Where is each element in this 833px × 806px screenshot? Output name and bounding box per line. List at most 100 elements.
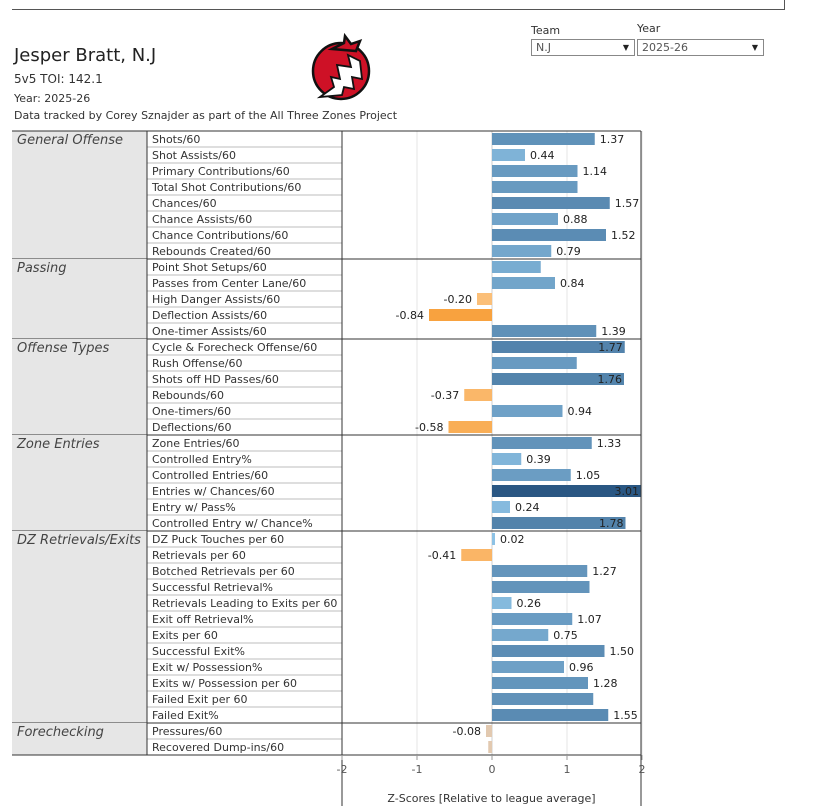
metric-label: Rebounds Created/60 <box>152 245 271 258</box>
data-label: 3.01 <box>615 485 640 498</box>
bar <box>492 517 626 529</box>
data-label: 0.88 <box>563 213 588 226</box>
data-label: -0.20 <box>444 293 472 306</box>
metric-label: Successful Retrieval% <box>152 581 273 594</box>
year-label: Year: 2025-26 <box>14 92 91 105</box>
metric-label: Chances/60 <box>152 197 217 210</box>
data-label: 1.14 <box>583 165 608 178</box>
data-label: 0.39 <box>526 453 551 466</box>
data-label: 1.33 <box>597 437 622 450</box>
table-lines-layer: General Offense Shots/60 Shot Assists/60 Pr… <box>12 130 642 806</box>
data-label: 1.05 <box>576 469 601 482</box>
metric-label: DZ Puck Touches per 60 <box>152 533 284 546</box>
metric-label: Passes from Center Lane/60 <box>152 277 306 290</box>
data-label: -0.41 <box>428 549 456 562</box>
metric-label: Exits per 60 <box>152 629 218 642</box>
data-label: 1.37 <box>600 133 625 146</box>
metric-label: One-timer Assists/60 <box>152 325 267 338</box>
year-dropdown-value: 2025-26 <box>642 41 688 54</box>
bar <box>492 149 525 161</box>
data-label: 1.78 <box>599 517 624 530</box>
data-label: 0.84 <box>560 277 585 290</box>
metric-label: Recovered Dump-ins/60 <box>152 741 284 754</box>
bar <box>492 597 512 609</box>
bar <box>492 469 571 481</box>
bar <box>492 485 641 497</box>
data-label: 1.27 <box>592 565 617 578</box>
metric-label: Pressures/60 <box>152 725 222 738</box>
metric-label: One-timers/60 <box>152 405 231 418</box>
bar <box>492 693 594 705</box>
group-header-bg <box>12 531 147 723</box>
group-header-label: Offense Types <box>17 341 110 356</box>
group-header-bg <box>12 339 147 435</box>
metric-label: Exit w/ Possession% <box>152 661 262 674</box>
metric-label: Primary Contributions/60 <box>152 165 290 178</box>
metric-label: Shots off HD Passes/60 <box>152 373 279 386</box>
bar <box>492 405 563 417</box>
bar <box>492 709 609 721</box>
year-dropdown[interactable]: 2025-26 ▼ <box>637 39 764 56</box>
metric-label: Controlled Entries/60 <box>152 469 268 482</box>
data-label: 1.52 <box>611 229 636 242</box>
metric-label: Successful Exit% <box>152 645 245 658</box>
top-border-corner <box>784 0 785 10</box>
team-filter-label: Team <box>531 24 561 37</box>
data-label: -0.08 <box>453 725 481 738</box>
metric-label: Retrievals per 60 <box>152 549 246 562</box>
group-header-bg <box>12 131 147 259</box>
metric-label: Failed Exit per 60 <box>152 693 248 706</box>
bar <box>492 133 595 145</box>
bar <box>448 421 492 433</box>
bar <box>492 645 605 657</box>
bar <box>492 581 590 593</box>
metric-label: Failed Exit% <box>152 709 219 722</box>
group-header-label: Passing <box>17 261 66 276</box>
metric-label: Chance Assists/60 <box>152 213 252 226</box>
metric-label: High Danger Assists/60 <box>152 293 280 306</box>
group-header-bg <box>12 435 147 531</box>
data-label: 0.02 <box>500 533 525 546</box>
data-label: 1.50 <box>610 645 635 658</box>
data-label: 1.76 <box>598 373 623 386</box>
metric-label: Deflection Assists/60 <box>152 309 267 322</box>
metric-label: Shots/60 <box>152 133 200 146</box>
data-label: -0.58 <box>415 421 443 434</box>
metric-label: Controlled Entry% <box>152 453 252 466</box>
data-label: 1.39 <box>601 325 626 338</box>
metric-label: Point Shot Setups/60 <box>152 261 267 274</box>
bar <box>492 165 578 177</box>
bar <box>492 197 610 209</box>
bar <box>492 533 495 545</box>
bar <box>461 549 492 561</box>
bar <box>492 677 588 689</box>
x-axis-title: Z-Scores [Relative to league average] <box>387 792 595 805</box>
team-dropdown[interactable]: N.J ▼ <box>531 39 635 56</box>
team-dropdown-value: N.J <box>536 41 551 54</box>
data-label: -0.84 <box>396 309 424 322</box>
group-header-label: DZ Retrievals/Exits <box>17 533 141 548</box>
metric-label: Retrievals Leading to Exits per 60 <box>152 597 337 610</box>
bar <box>492 453 522 465</box>
bar <box>492 229 606 241</box>
x-tick-label: -1 <box>412 763 423 776</box>
bar <box>492 341 625 353</box>
metric-label: Total Shot Contributions/60 <box>151 181 301 194</box>
x-tick-label: -2 <box>337 763 348 776</box>
data-label: 0.79 <box>556 245 581 258</box>
data-label: -0.37 <box>431 389 459 402</box>
data-label: 0.96 <box>569 661 594 674</box>
bar <box>429 309 492 321</box>
bar <box>492 261 541 273</box>
bar <box>492 501 510 513</box>
bar <box>492 325 597 337</box>
chevron-down-icon: ▼ <box>622 43 629 52</box>
x-tick-label: 0 <box>489 763 496 776</box>
source-label: Data tracked by Corey Sznajder as part o… <box>14 109 398 122</box>
metric-label: Shot Assists/60 <box>152 149 236 162</box>
bars-layer: 1.37 0.44 1.14 1.57 0.88 1.52 0.79 0.84 -0.20 -0.… <box>396 133 641 753</box>
bar <box>492 629 549 641</box>
bar <box>488 741 492 753</box>
metric-label: Exit off Retrieval% <box>152 613 253 626</box>
